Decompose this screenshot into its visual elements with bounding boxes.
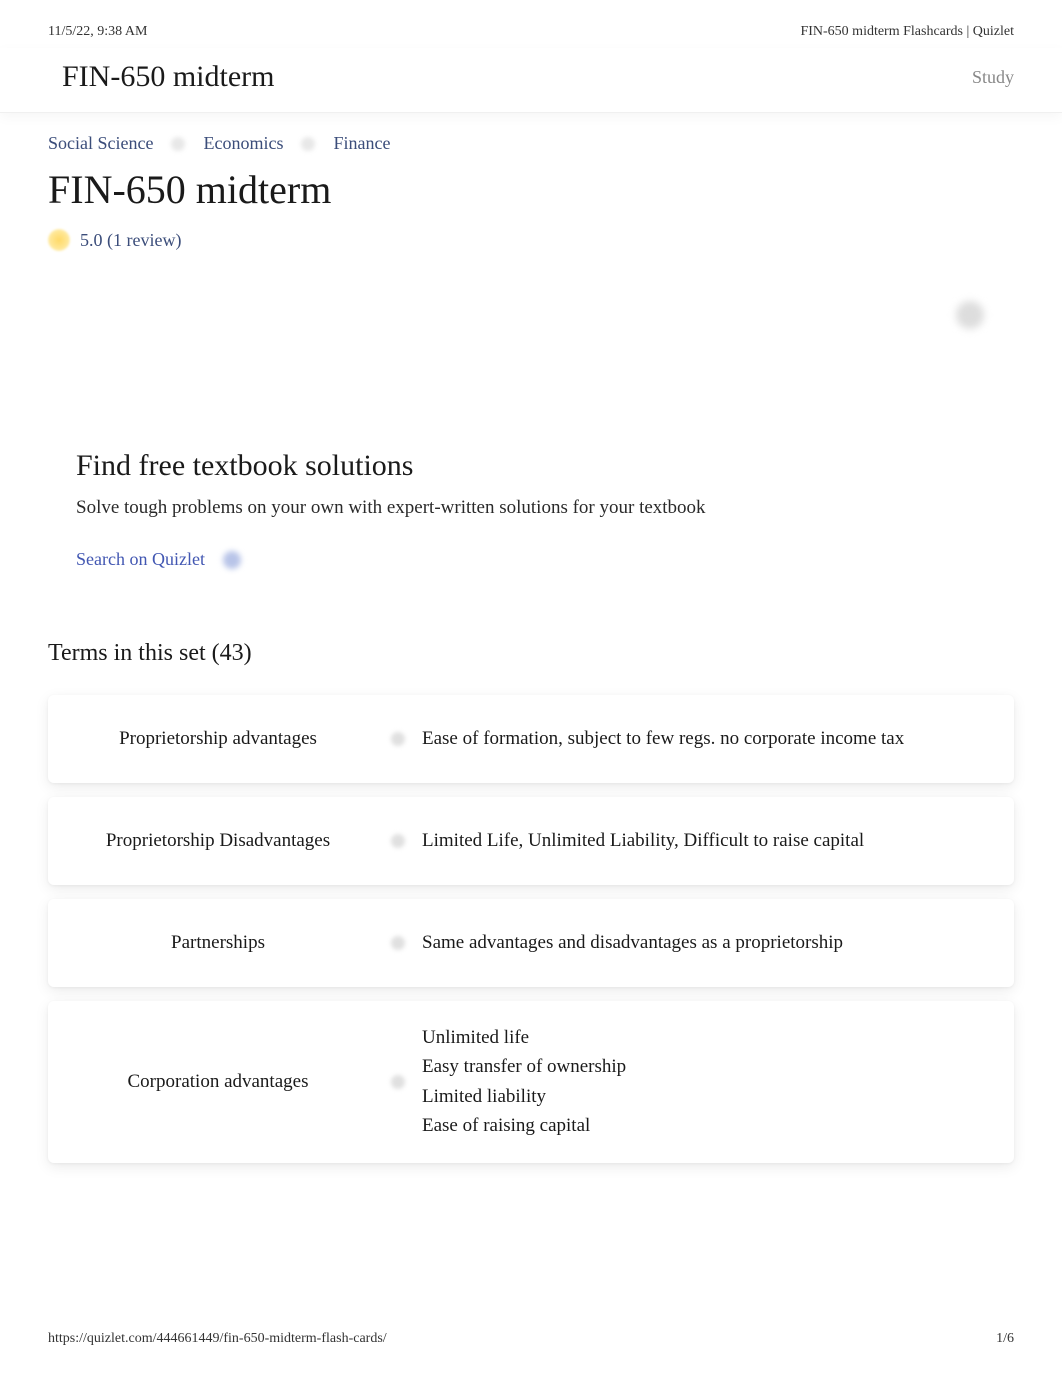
flashcard-row[interactable]: Corporation advantages Unlimited life Ea… bbox=[48, 1001, 1014, 1163]
chevron-right-icon bbox=[171, 137, 185, 151]
flashcard-row[interactable]: Proprietorship advantages Ease of format… bbox=[48, 695, 1014, 783]
card-divider bbox=[388, 1001, 408, 1163]
study-button[interactable]: Study bbox=[972, 67, 1014, 88]
flashcard-term: Proprietorship Disadvantages bbox=[48, 797, 388, 885]
card-divider bbox=[388, 695, 408, 783]
flashcard-definition: Unlimited life Easy transfer of ownershi… bbox=[408, 1001, 1014, 1163]
sticky-title: FIN-650 midterm bbox=[62, 60, 274, 94]
flashcard-definition: Limited Life, Unlimited Liability, Diffi… bbox=[408, 797, 1014, 885]
print-footer: https://quizlet.com/444661449/fin-650-mi… bbox=[48, 1331, 1014, 1347]
breadcrumb-item[interactable]: Finance bbox=[333, 133, 390, 154]
rating-text: 5.0 (1 review) bbox=[80, 230, 181, 251]
flashcard-list: Proprietorship advantages Ease of format… bbox=[48, 695, 1014, 1163]
flashcard-row[interactable]: Proprietorship Disadvantages Limited Lif… bbox=[48, 797, 1014, 885]
flashcard-definition: Same advantages and disadvantages as a p… bbox=[408, 899, 1014, 987]
flashcard-definition: Ease of formation, subject to few regs. … bbox=[408, 695, 1014, 783]
flashcard-row[interactable]: Partnerships Same advantages and disadva… bbox=[48, 899, 1014, 987]
divider-icon bbox=[391, 936, 405, 950]
timestamp: 11/5/22, 9:38 AM bbox=[48, 24, 147, 40]
breadcrumb-item[interactable]: Social Science bbox=[48, 133, 153, 154]
textbook-title: Find free textbook solutions bbox=[76, 449, 1014, 483]
breadcrumb-item[interactable]: Economics bbox=[203, 133, 283, 154]
star-icon bbox=[48, 229, 70, 251]
rating-row[interactable]: 5.0 (1 review) bbox=[48, 229, 1014, 251]
more-options-icon[interactable] bbox=[956, 301, 984, 329]
page-number: 1/6 bbox=[996, 1331, 1014, 1347]
divider-icon bbox=[391, 1075, 405, 1089]
sticky-header: FIN-650 midterm Study bbox=[0, 48, 1062, 113]
flashcard-term: Partnerships bbox=[48, 899, 388, 987]
textbook-solutions-section: Find free textbook solutions Solve tough… bbox=[48, 449, 1014, 570]
print-header: 11/5/22, 9:38 AM FIN-650 midterm Flashca… bbox=[0, 0, 1062, 48]
card-divider bbox=[388, 797, 408, 885]
divider-icon bbox=[391, 834, 405, 848]
doc-title: FIN-650 midterm Flashcards | Quizlet bbox=[800, 24, 1014, 40]
search-quizlet-link[interactable]: Search on Quizlet bbox=[76, 549, 205, 570]
arrow-right-icon bbox=[223, 551, 241, 569]
breadcrumb: Social Science Economics Finance bbox=[48, 133, 1014, 154]
flashcard-term: Corporation advantages bbox=[48, 1001, 388, 1163]
footer-url: https://quizlet.com/444661449/fin-650-mi… bbox=[48, 1331, 387, 1347]
terms-heading: Terms in this set (43) bbox=[48, 640, 1014, 667]
chevron-right-icon bbox=[301, 137, 315, 151]
textbook-subtitle: Solve tough problems on your own with ex… bbox=[76, 497, 1014, 519]
divider-icon bbox=[391, 732, 405, 746]
flashcard-term: Proprietorship advantages bbox=[48, 695, 388, 783]
card-divider bbox=[388, 899, 408, 987]
page-title: FIN-650 midterm bbox=[48, 166, 1014, 213]
